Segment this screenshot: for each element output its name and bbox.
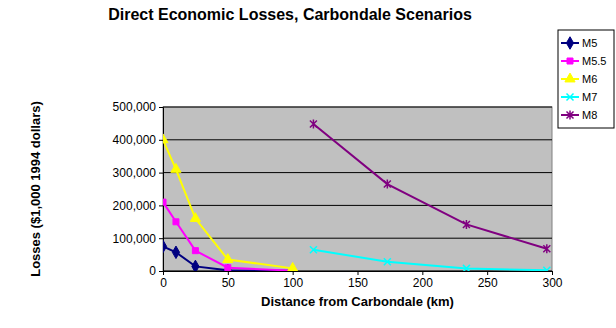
grid-line	[163, 205, 552, 206]
x-tick-mark	[293, 271, 294, 275]
x-tick-mark	[422, 271, 423, 275]
y-tick-mark	[159, 140, 163, 141]
x-tick: 50	[222, 271, 236, 290]
point	[192, 260, 199, 271]
legend-marker	[567, 58, 573, 64]
grid-line	[163, 139, 552, 140]
point	[163, 134, 168, 143]
legend: M5 M5.5 M6 M7 M8	[558, 30, 614, 128]
legend-label: M5	[582, 37, 597, 49]
legend-label: M8	[582, 109, 597, 121]
x-tick: 250	[478, 271, 498, 290]
y-tick-mark	[159, 271, 163, 272]
point	[190, 213, 200, 222]
point	[543, 244, 550, 253]
series-line	[163, 140, 293, 269]
point	[224, 264, 231, 271]
point	[288, 262, 298, 271]
point	[384, 180, 391, 189]
y-tick: 300,000	[113, 166, 163, 180]
y-axis-line	[159, 108, 164, 272]
point	[463, 265, 470, 271]
y-tick-label: 400,000	[113, 133, 157, 147]
legend-marker	[567, 111, 574, 120]
point	[163, 199, 166, 205]
x-axis-line	[164, 272, 553, 276]
grid-line	[163, 238, 552, 239]
title: Direct Economic Losses, Carbondale Scena…	[108, 6, 472, 23]
x-tick-label: 250	[478, 276, 498, 290]
chart: 0 100,000 200,000 300,000 400,000 500,000 0 50 1…	[0, 0, 616, 328]
point	[225, 265, 231, 271]
x-tick-label: 200	[413, 276, 433, 290]
x-tick-label: 300	[542, 276, 562, 290]
series-line	[313, 124, 546, 249]
legend-label: M6	[582, 73, 597, 85]
legend-label: M5.5	[582, 55, 606, 67]
x-tick: 300	[542, 271, 562, 290]
x-axis-title: Distance from Carbondale (km)	[261, 294, 454, 309]
point	[384, 258, 391, 265]
y-tick-mark	[159, 238, 163, 239]
y-tick-label: 500,000	[113, 100, 157, 114]
y-tick: 200,000	[113, 199, 163, 213]
x-tick: 150	[348, 271, 368, 290]
y-tick-mark	[159, 205, 163, 206]
marks	[163, 120, 550, 271]
x-tick-mark	[358, 271, 359, 275]
series-line	[163, 202, 293, 271]
x-tick-mark	[487, 271, 488, 275]
x-tick-label: 0	[160, 276, 167, 290]
point	[463, 220, 470, 229]
x-tick-label: 150	[348, 276, 368, 290]
x-tick-label: 50	[222, 276, 236, 290]
y-axis: 0 100,000 200,000 300,000 400,000 500,000	[113, 100, 164, 278]
legend-marker	[566, 37, 573, 49]
point	[172, 246, 179, 258]
grid-line	[163, 172, 552, 173]
x-axis: 0 50 100 150 200 250 300	[160, 271, 563, 290]
y-tick-label: 200,000	[113, 199, 157, 213]
x-tick: 200	[413, 271, 433, 290]
y-tick: 500,000	[113, 100, 163, 114]
legend-box	[558, 30, 614, 128]
x-tick: 0	[160, 271, 167, 290]
x-tick-label: 100	[283, 276, 303, 290]
legend-label: M7	[582, 91, 597, 103]
point	[310, 246, 317, 253]
point	[163, 240, 167, 252]
point	[173, 219, 179, 225]
legend-marker	[565, 73, 575, 82]
point	[192, 248, 198, 254]
grid-line	[163, 107, 552, 108]
plot-area	[163, 107, 552, 271]
point	[543, 267, 550, 271]
y-tick: 400,000	[113, 133, 163, 147]
y-tick-mark	[159, 107, 163, 108]
x-tick-mark	[552, 271, 553, 275]
series-line	[163, 246, 293, 270]
y-axis-title: Losses ($1,000 1994 dollars)	[28, 101, 43, 277]
x-tick: 100	[283, 271, 303, 290]
y-tick-label: 100,000	[113, 232, 157, 246]
y-tick-label: 300,000	[113, 166, 157, 180]
y-tick: 100,000	[113, 232, 163, 246]
x-tick-mark	[163, 271, 164, 275]
legend-marker	[567, 94, 574, 101]
point	[310, 120, 317, 129]
point	[171, 163, 181, 172]
grid	[163, 107, 552, 271]
point	[223, 254, 233, 263]
y-tick-mark	[159, 173, 163, 174]
series-line	[313, 250, 546, 271]
x-tick-mark	[228, 271, 229, 275]
y-tick-label: 0	[149, 264, 156, 278]
